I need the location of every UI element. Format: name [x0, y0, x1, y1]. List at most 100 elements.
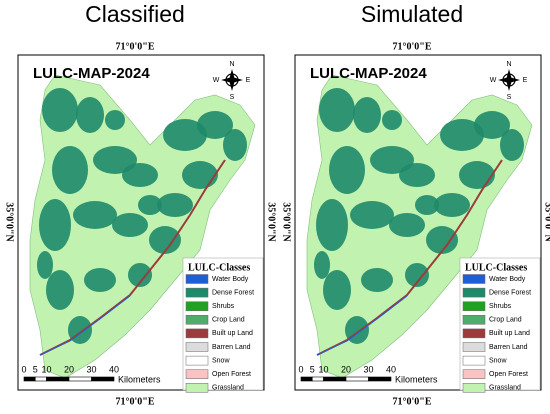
legend-label: Barren Land	[489, 344, 528, 351]
compass-n: N	[229, 61, 234, 68]
forest-patch	[316, 199, 348, 251]
legend-label: Built up Land	[489, 330, 530, 337]
map-title: LULC-MAP-2024	[310, 65, 427, 82]
panel-heading: Classified	[85, 1, 185, 27]
scale-segment	[91, 376, 115, 382]
forest-patch	[138, 195, 162, 215]
coord-top: 71°0'0"E	[116, 41, 155, 52]
scale-segment	[46, 376, 70, 382]
legend-label: Water Body	[489, 276, 526, 283]
scale-tick-label: 40	[386, 364, 396, 374]
forest-patch	[37, 251, 53, 279]
scale-segment	[323, 376, 347, 382]
legend-label: Dense Forest	[489, 289, 531, 296]
forest-patch	[39, 199, 71, 251]
map-panel: Simulated 71°0'0"E 71°0'0"E 35°0'0"N 35°0'0"…	[281, 1, 550, 407]
legend-swatch	[185, 328, 209, 339]
compass-w: W	[213, 77, 220, 84]
legend-swatch	[462, 342, 486, 352]
scale-tick-label: 5	[33, 364, 38, 374]
coord-right: 35°0'0"N	[543, 202, 550, 242]
scale-segment	[311, 376, 324, 382]
forest-patch	[84, 268, 116, 292]
scale-tick-label: 40	[109, 364, 119, 374]
forest-patch	[105, 110, 125, 130]
forest-patch	[46, 270, 74, 310]
scale-tick-label: 10	[41, 364, 51, 374]
forest-patch	[329, 146, 365, 194]
scale-tick-label: 20	[341, 364, 351, 374]
forest-patch	[319, 88, 355, 132]
legend-swatch	[462, 328, 486, 339]
compass-needle	[221, 77, 243, 83]
forest-patch	[382, 110, 402, 130]
forest-patch	[182, 161, 218, 189]
forest-patch	[128, 263, 152, 287]
coord-left: 35°0'0"N	[4, 202, 15, 242]
legend-label: Snow	[489, 357, 507, 364]
compass-w: W	[490, 77, 497, 84]
scale-unit: Kilometers	[395, 374, 438, 384]
coord-top: 71°0'0"E	[393, 41, 432, 52]
compass-n: N	[506, 61, 511, 68]
legend-swatch	[185, 301, 209, 311]
map-panel: Classified 71°0'0"E 71°0'0"E 35°0'0"N 35°0'0…	[4, 1, 277, 407]
river	[316, 295, 408, 356]
legend-label: Open Forest	[212, 371, 251, 378]
scale-unit: Kilometers	[118, 374, 161, 384]
forest-patch	[52, 146, 88, 194]
legend-label: Shrubs	[212, 303, 235, 310]
scale-tick-label: 5	[310, 364, 315, 374]
legend-swatch	[185, 274, 209, 284]
forest-patch	[474, 111, 510, 139]
scale-segment	[368, 376, 392, 382]
scale-tick-label: 30	[363, 364, 373, 374]
forest-patch	[405, 263, 429, 287]
river	[39, 295, 131, 356]
map-title: LULC-MAP-2024	[33, 65, 150, 82]
legend-label: Crop Land	[489, 317, 522, 324]
forest-patch	[353, 97, 381, 133]
forest-patch	[370, 146, 414, 174]
legend-swatch	[185, 383, 209, 393]
legend-label: Water Body	[212, 276, 249, 283]
scale-tick-label: 20	[64, 364, 74, 374]
forest-patch	[323, 270, 351, 310]
forest-patch	[415, 195, 439, 215]
scale-tick-label: 0	[298, 364, 303, 374]
forest-patch	[500, 129, 524, 161]
forest-patch	[157, 193, 193, 217]
forest-patch	[350, 201, 394, 229]
scale-segment	[23, 376, 36, 382]
legend-label: Grassland	[489, 385, 521, 392]
forest-patch	[361, 268, 393, 292]
coord-right: 35°0'0"N	[266, 202, 277, 242]
legend-title: LULC-Classes	[188, 262, 250, 273]
legend-swatch	[462, 287, 486, 298]
legend-label: Shrubs	[489, 303, 512, 310]
forest-patch	[223, 129, 247, 161]
coord-bottom: 71°0'0"E	[116, 396, 155, 407]
legend-label: Barren Land	[212, 344, 251, 351]
legend-swatch	[185, 369, 209, 379]
legend-swatch	[462, 274, 486, 284]
legend-swatch	[462, 383, 486, 393]
scale-segment	[300, 376, 313, 382]
legend-label: Grassland	[212, 385, 244, 392]
forest-patch	[112, 213, 148, 237]
forest-patch	[440, 119, 484, 151]
legend-swatch	[462, 369, 486, 379]
river	[316, 159, 503, 356]
legend-swatch	[462, 355, 486, 366]
legend-label: Open Forest	[489, 371, 528, 378]
panel-heading: Simulated	[361, 1, 463, 27]
forest-patch	[73, 201, 117, 229]
scale-tick-label: 0	[21, 364, 26, 374]
scale-segment	[68, 376, 92, 382]
legend-swatch	[185, 315, 209, 325]
compass-s: S	[230, 94, 235, 101]
forest-patch	[426, 226, 458, 254]
legend-swatch	[185, 287, 209, 298]
